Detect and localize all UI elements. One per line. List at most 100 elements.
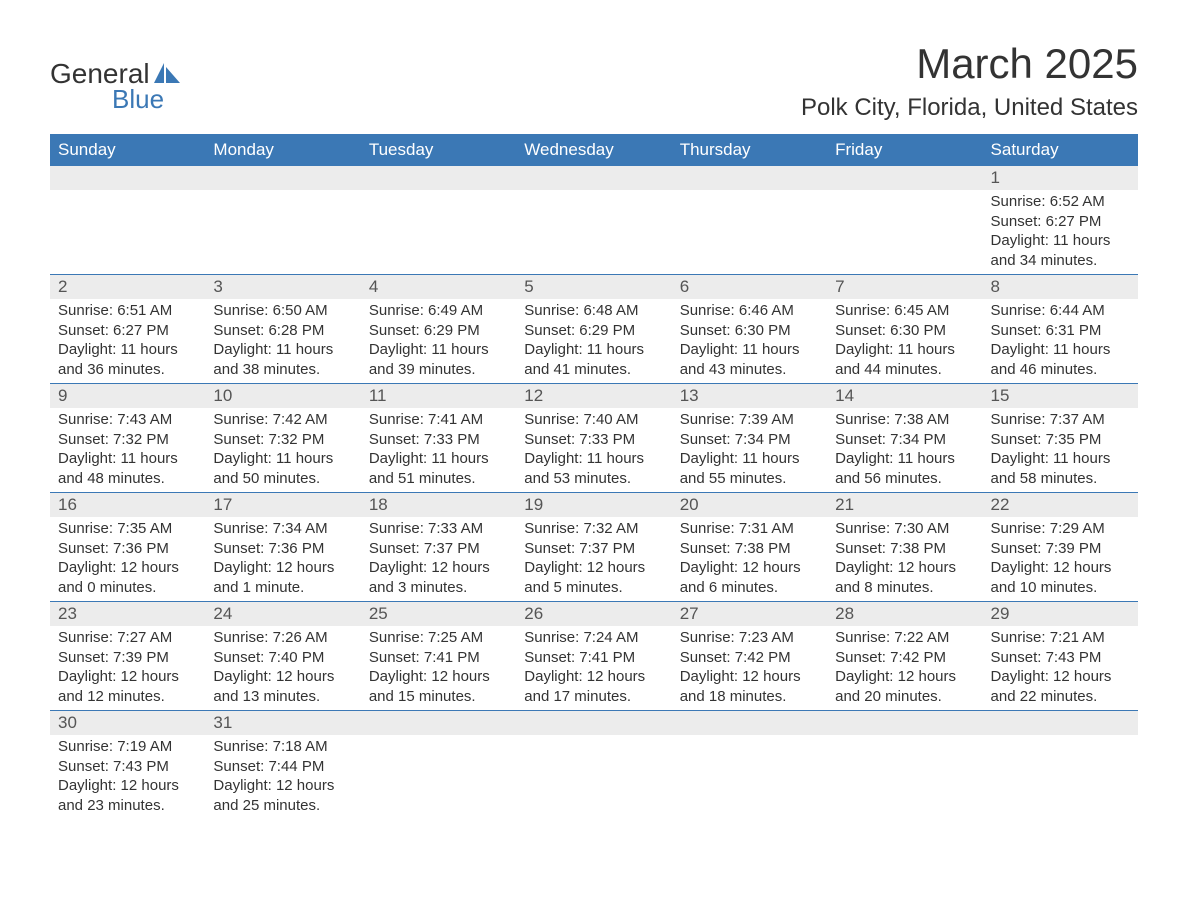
logo-text-blue: Blue: [112, 84, 182, 115]
day-cell: Sunrise: 6:52 AMSunset: 6:27 PMDaylight:…: [983, 190, 1138, 275]
day-number: 19: [516, 493, 671, 518]
day-content-row: Sunrise: 6:51 AMSunset: 6:27 PMDaylight:…: [50, 299, 1138, 384]
weekday-header: Monday: [205, 134, 360, 166]
day-number: 21: [827, 493, 982, 518]
header: General Blue March 2025 Polk City, Flori…: [50, 40, 1138, 122]
day-cell: Sunrise: 6:49 AMSunset: 6:29 PMDaylight:…: [361, 299, 516, 384]
day-number: [50, 166, 205, 190]
day-number: 2: [50, 275, 205, 300]
day-content-row: Sunrise: 7:35 AMSunset: 7:36 PMDaylight:…: [50, 517, 1138, 602]
day-cell: Sunrise: 7:29 AMSunset: 7:39 PMDaylight:…: [983, 517, 1138, 602]
day-cell: Sunrise: 6:48 AMSunset: 6:29 PMDaylight:…: [516, 299, 671, 384]
day-number: 26: [516, 602, 671, 627]
day-number: 7: [827, 275, 982, 300]
weekday-header: Thursday: [672, 134, 827, 166]
day-cell: [205, 190, 360, 275]
calendar-table: Sunday Monday Tuesday Wednesday Thursday…: [50, 134, 1138, 819]
daynum-row: 9101112131415: [50, 384, 1138, 409]
day-number: 17: [205, 493, 360, 518]
month-title: March 2025: [801, 40, 1138, 88]
day-number: 24: [205, 602, 360, 627]
day-cell: Sunrise: 7:25 AMSunset: 7:41 PMDaylight:…: [361, 626, 516, 711]
day-cell: Sunrise: 7:32 AMSunset: 7:37 PMDaylight:…: [516, 517, 671, 602]
daynum-row: 1: [50, 166, 1138, 190]
day-number: 6: [672, 275, 827, 300]
day-number: [827, 711, 982, 736]
day-cell: Sunrise: 7:27 AMSunset: 7:39 PMDaylight:…: [50, 626, 205, 711]
day-number: [672, 166, 827, 190]
day-cell: [827, 190, 982, 275]
day-number: 10: [205, 384, 360, 409]
day-number: 9: [50, 384, 205, 409]
day-number: 23: [50, 602, 205, 627]
day-cell: [672, 190, 827, 275]
weekday-header: Friday: [827, 134, 982, 166]
day-cell: Sunrise: 6:44 AMSunset: 6:31 PMDaylight:…: [983, 299, 1138, 384]
day-cell: Sunrise: 7:21 AMSunset: 7:43 PMDaylight:…: [983, 626, 1138, 711]
day-cell: [827, 735, 982, 819]
daynum-row: 23242526272829: [50, 602, 1138, 627]
day-content-row: Sunrise: 7:43 AMSunset: 7:32 PMDaylight:…: [50, 408, 1138, 493]
day-content-row: Sunrise: 7:27 AMSunset: 7:39 PMDaylight:…: [50, 626, 1138, 711]
day-number: 3: [205, 275, 360, 300]
day-cell: Sunrise: 7:26 AMSunset: 7:40 PMDaylight:…: [205, 626, 360, 711]
day-number: [205, 166, 360, 190]
day-cell: Sunrise: 7:31 AMSunset: 7:38 PMDaylight:…: [672, 517, 827, 602]
day-number: [672, 711, 827, 736]
day-number: 25: [361, 602, 516, 627]
day-content-row: Sunrise: 7:19 AMSunset: 7:43 PMDaylight:…: [50, 735, 1138, 819]
day-cell: Sunrise: 6:51 AMSunset: 6:27 PMDaylight:…: [50, 299, 205, 384]
day-number: 29: [983, 602, 1138, 627]
day-number: 20: [672, 493, 827, 518]
day-number: 18: [361, 493, 516, 518]
location: Polk City, Florida, United States: [801, 94, 1138, 122]
day-number: [827, 166, 982, 190]
day-cell: Sunrise: 7:43 AMSunset: 7:32 PMDaylight:…: [50, 408, 205, 493]
day-number: [516, 711, 671, 736]
weekday-header: Tuesday: [361, 134, 516, 166]
daynum-row: 16171819202122: [50, 493, 1138, 518]
daynum-row: 2345678: [50, 275, 1138, 300]
day-number: 28: [827, 602, 982, 627]
day-cell: Sunrise: 6:45 AMSunset: 6:30 PMDaylight:…: [827, 299, 982, 384]
day-number: 5: [516, 275, 671, 300]
day-cell: Sunrise: 7:38 AMSunset: 7:34 PMDaylight:…: [827, 408, 982, 493]
day-cell: [50, 190, 205, 275]
day-number: 15: [983, 384, 1138, 409]
day-number: 16: [50, 493, 205, 518]
day-cell: Sunrise: 7:22 AMSunset: 7:42 PMDaylight:…: [827, 626, 982, 711]
day-cell: Sunrise: 7:33 AMSunset: 7:37 PMDaylight:…: [361, 517, 516, 602]
day-number: 11: [361, 384, 516, 409]
day-number: 30: [50, 711, 205, 736]
logo: General Blue: [50, 58, 182, 115]
day-number: [983, 711, 1138, 736]
day-cell: Sunrise: 7:40 AMSunset: 7:33 PMDaylight:…: [516, 408, 671, 493]
day-number: 4: [361, 275, 516, 300]
day-cell: Sunrise: 7:35 AMSunset: 7:36 PMDaylight:…: [50, 517, 205, 602]
day-number: [361, 711, 516, 736]
weekday-header-row: Sunday Monday Tuesday Wednesday Thursday…: [50, 134, 1138, 166]
day-number: 22: [983, 493, 1138, 518]
day-cell: Sunrise: 7:18 AMSunset: 7:44 PMDaylight:…: [205, 735, 360, 819]
day-cell: [983, 735, 1138, 819]
day-number: [361, 166, 516, 190]
day-number: 1: [983, 166, 1138, 190]
day-cell: Sunrise: 6:50 AMSunset: 6:28 PMDaylight:…: [205, 299, 360, 384]
day-cell: [361, 190, 516, 275]
day-cell: Sunrise: 6:46 AMSunset: 6:30 PMDaylight:…: [672, 299, 827, 384]
title-block: March 2025 Polk City, Florida, United St…: [801, 40, 1138, 122]
day-cell: Sunrise: 7:41 AMSunset: 7:33 PMDaylight:…: [361, 408, 516, 493]
day-cell: [672, 735, 827, 819]
day-number: 14: [827, 384, 982, 409]
day-cell: Sunrise: 7:42 AMSunset: 7:32 PMDaylight:…: [205, 408, 360, 493]
day-number: 12: [516, 384, 671, 409]
daynum-row: 3031: [50, 711, 1138, 736]
day-number: 8: [983, 275, 1138, 300]
day-cell: Sunrise: 7:34 AMSunset: 7:36 PMDaylight:…: [205, 517, 360, 602]
weekday-header: Wednesday: [516, 134, 671, 166]
day-cell: [361, 735, 516, 819]
day-number: 31: [205, 711, 360, 736]
day-cell: [516, 735, 671, 819]
day-cell: Sunrise: 7:30 AMSunset: 7:38 PMDaylight:…: [827, 517, 982, 602]
day-cell: Sunrise: 7:19 AMSunset: 7:43 PMDaylight:…: [50, 735, 205, 819]
